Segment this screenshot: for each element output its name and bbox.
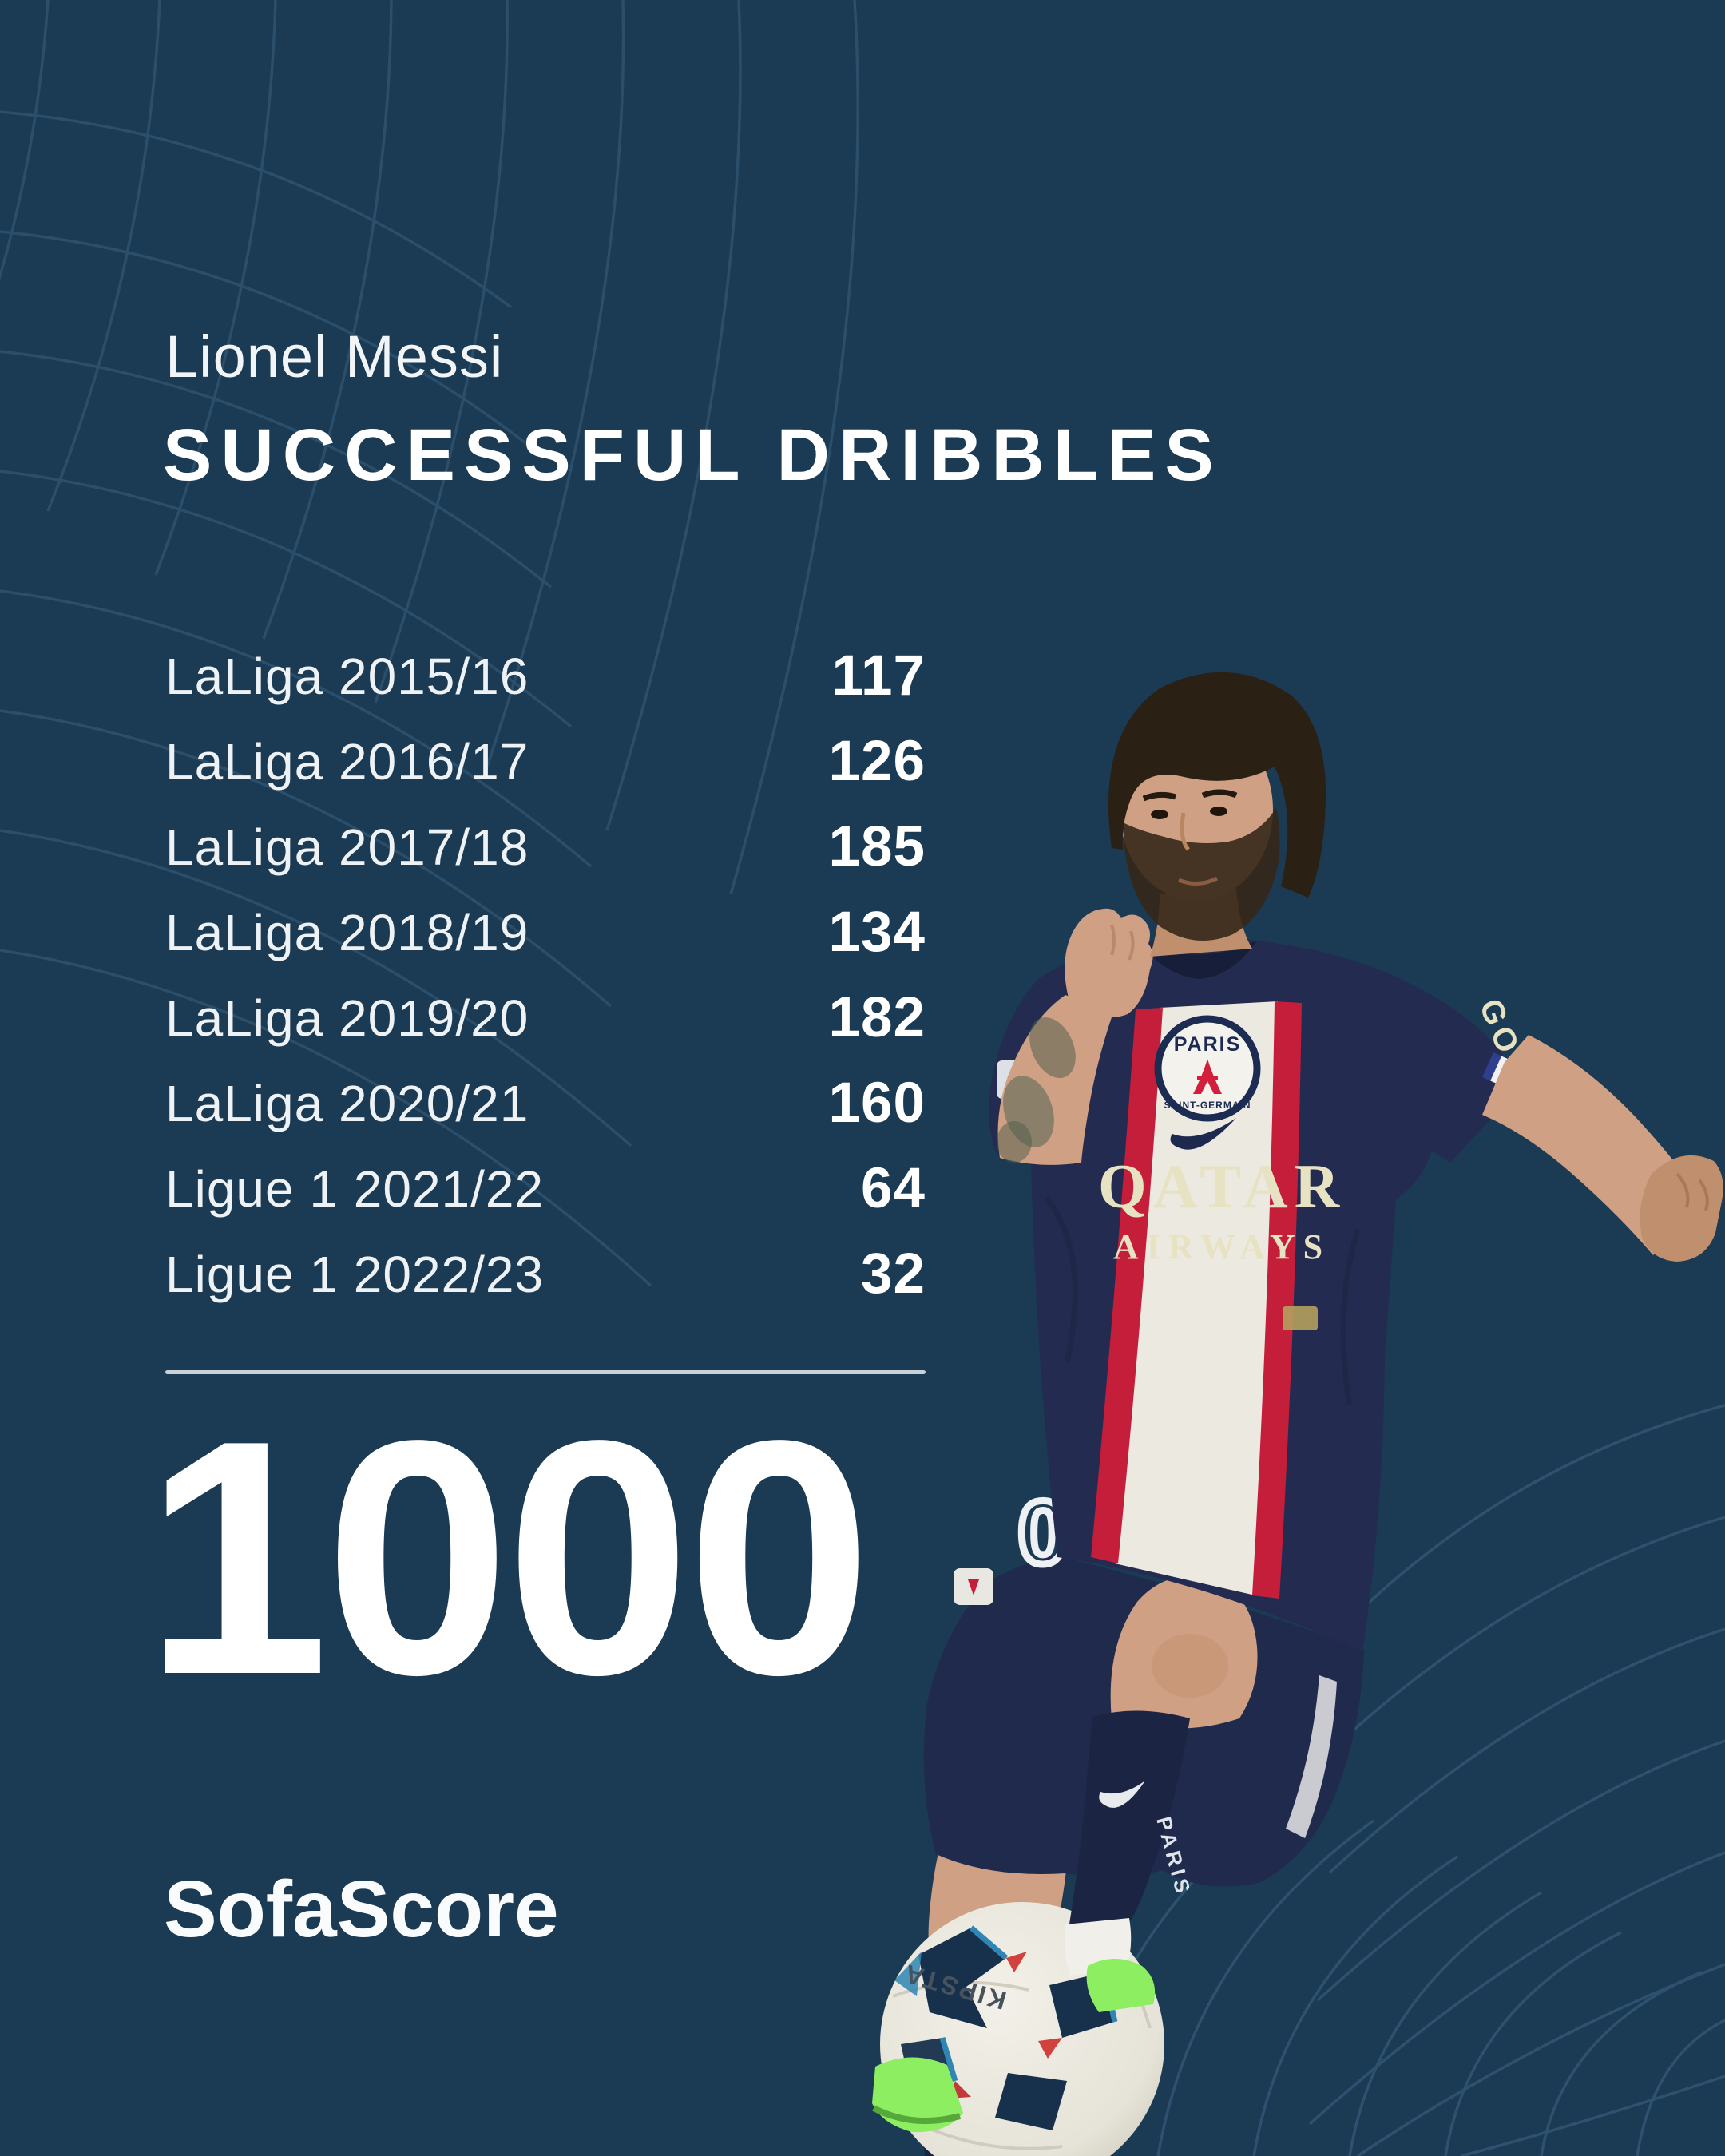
stat-value: 117	[831, 644, 926, 707]
sofascore-logo: SofaScore	[164, 1865, 559, 1954]
player-name: Lionel Messi	[165, 323, 504, 390]
stats-list: LaLiga 2015/16 117 LaLiga 2016/17 126 La…	[165, 633, 926, 1317]
left-knee	[1110, 1575, 1258, 1729]
shorts-patch-mark	[968, 1579, 979, 1595]
ball-pattern	[995, 2073, 1067, 2130]
stat-value: 134	[828, 901, 926, 964]
jersey-gold-tag	[1283, 1306, 1318, 1330]
tattoo	[997, 1121, 1032, 1163]
crest-subtext: SAINT-GERMAIN	[1164, 1100, 1251, 1111]
stat-row: LaLiga 2018/19 134	[165, 890, 926, 975]
divider-line	[165, 1370, 926, 1374]
total-dribbles: 1000	[144, 1371, 872, 1744]
psg-crest-icon: PARIS SAINT-GERMAIN	[1154, 1015, 1261, 1122]
page-title: SUCCESSFUL DRIBBLES	[163, 414, 1223, 496]
hair	[1108, 672, 1326, 898]
stat-label: LaLiga 2020/21	[165, 1074, 529, 1132]
finger-lines	[1110, 924, 1135, 961]
ball-pattern-red	[1038, 2038, 1062, 2059]
nike-swoosh-icon	[1170, 1118, 1236, 1150]
mouth	[1178, 876, 1219, 886]
stat-value: 182	[828, 986, 926, 1049]
ball-pattern-red	[1006, 1952, 1027, 1972]
jersey-wrinkle	[1340, 1228, 1361, 1406]
jersey-sponsor-line1: QATAR	[1098, 1151, 1346, 1221]
stat-row: LaLiga 2019/20 182	[165, 975, 926, 1060]
jersey-wrinkle	[1044, 1195, 1078, 1363]
nose	[1180, 812, 1191, 851]
jersey-red-stripe-right	[1252, 1001, 1302, 1599]
stat-row: LaLiga 2016/17 126	[165, 719, 926, 804]
stat-label: LaLiga 2018/19	[165, 903, 529, 961]
jersey-red-stripe-left	[1091, 1008, 1163, 1563]
stat-row: LaLiga 2017/18 185	[165, 804, 926, 890]
knuckle-lines	[1675, 1172, 1709, 1211]
boot-sole-line	[872, 2105, 962, 2125]
eye	[1210, 807, 1227, 816]
stat-row: LaLiga 2015/16 117	[165, 633, 926, 719]
left-sock	[1069, 1710, 1190, 1929]
stat-label: LaLiga 2015/16	[165, 647, 529, 705]
sock-nike-swoosh-icon	[1099, 1781, 1145, 1808]
stat-value: 160	[828, 1072, 926, 1135]
shorts-side-stripe	[1286, 1675, 1337, 1838]
jersey-center-stripe	[1115, 1001, 1278, 1595]
ball-pattern-blue	[894, 1952, 922, 1996]
stat-label: LaLiga 2019/20	[165, 989, 529, 1047]
ball-pattern	[918, 1928, 1006, 2028]
messi-figure: 0 PARIS SAINT-GERMAIN	[872, 672, 1723, 2156]
jersey-collar	[1140, 941, 1257, 979]
stat-value: 64	[861, 1157, 926, 1220]
crest-text: PARIS	[1174, 1033, 1242, 1056]
stat-row: Ligue 1 2022/23 32	[165, 1231, 926, 1317]
stat-row: LaLiga 2020/21 160	[165, 1060, 926, 1146]
jersey-sponsor-line2: AIRWAYS	[1113, 1227, 1330, 1266]
stat-label: Ligue 1 2022/23	[165, 1245, 545, 1303]
boot-toe	[1086, 1959, 1156, 2012]
stat-value: 185	[828, 815, 926, 878]
stat-value: 32	[861, 1242, 926, 1306]
eye	[1151, 810, 1168, 819]
stat-label: LaLiga 2017/18	[165, 818, 529, 876]
stat-row: Ligue 1 2021/22 64	[165, 1146, 926, 1231]
tattoo	[1029, 1017, 1076, 1079]
beard	[1123, 808, 1280, 941]
stat-value: 126	[828, 730, 926, 793]
left-sleeve	[1375, 976, 1517, 1163]
stat-label: LaLiga 2016/17	[165, 732, 529, 791]
grid-top-left	[0, 0, 859, 1287]
stat-label: Ligue 1 2021/22	[165, 1159, 545, 1218]
eyebrows	[1142, 789, 1238, 802]
knee-shading	[1152, 1634, 1228, 1698]
